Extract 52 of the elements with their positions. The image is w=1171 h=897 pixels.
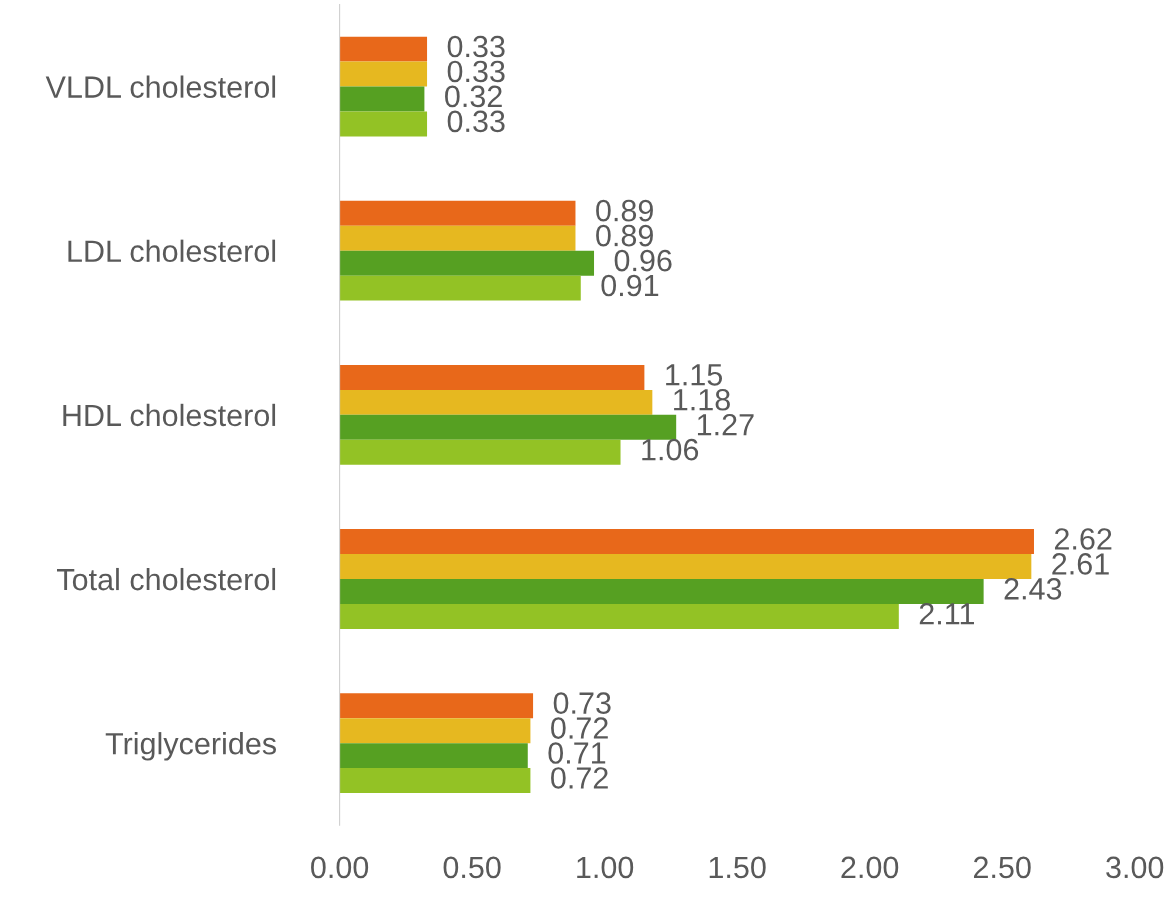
bar bbox=[339, 200, 576, 226]
data-label: 0.33 bbox=[447, 35, 505, 58]
x-tick-label: 0.50 bbox=[443, 856, 501, 879]
bar bbox=[339, 579, 984, 604]
data-label: 0.89 bbox=[596, 224, 653, 247]
data-label: 0.32 bbox=[445, 85, 502, 108]
bar bbox=[339, 768, 531, 794]
bar bbox=[339, 225, 576, 251]
y-tick-label: VLDL cholesterol bbox=[45, 75, 276, 98]
data-label: 0.89 bbox=[596, 199, 653, 222]
bar bbox=[339, 554, 1032, 580]
data-label: 0.91 bbox=[601, 274, 659, 297]
y-tick-label: LDL cholesterol bbox=[68, 239, 276, 263]
y-tick-label: Total cholesterol bbox=[57, 567, 276, 591]
x-tick-label: 2.00 bbox=[841, 856, 899, 879]
bar bbox=[339, 603, 899, 629]
data-label: 1.15 bbox=[666, 364, 723, 386]
y-tick-label: HDL cholesterol bbox=[63, 403, 276, 427]
data-label: 0.73 bbox=[553, 692, 611, 714]
bar bbox=[339, 250, 595, 276]
bar bbox=[339, 275, 581, 301]
x-tick-label: 1.00 bbox=[577, 856, 634, 879]
data-label: 2.61 bbox=[1052, 553, 1109, 575]
x-tick-label: 1.50 bbox=[709, 856, 766, 879]
bar bbox=[339, 718, 531, 744]
x-tick-label: 0.00 bbox=[311, 856, 369, 879]
data-label: 1.18 bbox=[674, 388, 730, 411]
bar bbox=[339, 693, 534, 719]
bar bbox=[339, 36, 428, 62]
y-tick-label: Triglycerides bbox=[105, 732, 276, 761]
data-label: 2.11 bbox=[919, 603, 974, 625]
bar bbox=[339, 389, 653, 415]
bar bbox=[339, 86, 425, 112]
x-tick-label: 2.50 bbox=[973, 856, 1031, 879]
bar bbox=[339, 743, 528, 769]
data-label: 0.71 bbox=[548, 742, 606, 764]
data-label: 1.27 bbox=[697, 413, 754, 436]
bar bbox=[339, 414, 677, 440]
bar bbox=[339, 61, 428, 87]
data-label: 0.72 bbox=[551, 717, 608, 739]
data-label: 0.33 bbox=[447, 60, 505, 83]
data-label: 2.43 bbox=[1004, 578, 1062, 600]
data-label: 0.96 bbox=[614, 249, 672, 272]
data-label: 2.62 bbox=[1054, 528, 1112, 550]
bar bbox=[339, 439, 621, 465]
data-label: 1.06 bbox=[642, 438, 699, 461]
data-label: 0.72 bbox=[551, 767, 608, 789]
bar bbox=[339, 111, 428, 137]
x-tick-label: 3.00 bbox=[1106, 856, 1164, 879]
bar bbox=[339, 529, 1034, 555]
bar bbox=[339, 364, 645, 390]
data-label: 0.33 bbox=[447, 110, 505, 133]
